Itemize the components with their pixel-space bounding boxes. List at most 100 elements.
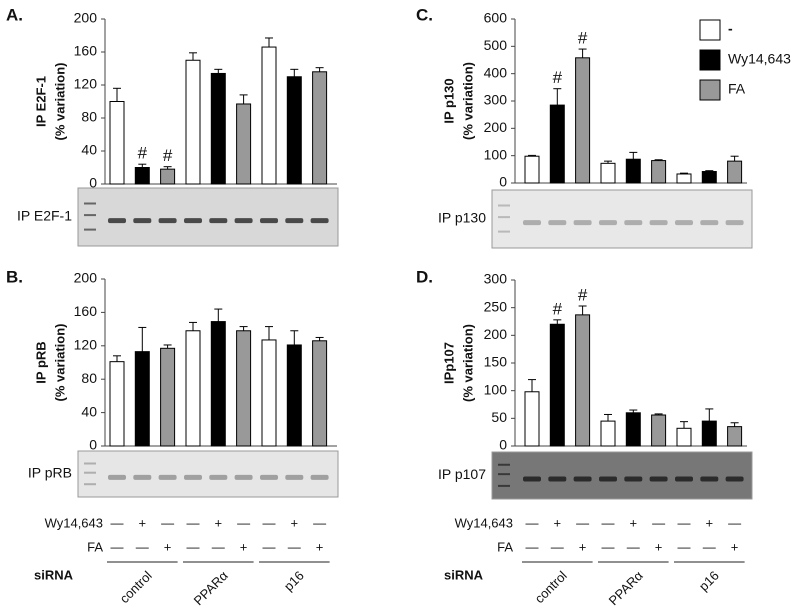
bar (549, 323, 565, 447)
gel-label: IP p107 (438, 466, 486, 482)
treatment-sign: — (313, 515, 326, 530)
error-bar (265, 326, 273, 340)
treatment-sign: + (554, 515, 562, 530)
error-bar (629, 409, 638, 413)
y-tick-label: 160 (74, 43, 98, 59)
bar (651, 160, 667, 184)
gel-label: IP pRB (28, 465, 72, 481)
y-tick-label: 120 (74, 76, 98, 92)
y-axis-label: IP E2F-1 (33, 76, 48, 127)
bar (727, 426, 743, 447)
treatment-sign: — (187, 539, 200, 554)
bar (625, 412, 641, 447)
panel-label: A. (6, 5, 23, 24)
bar (676, 427, 692, 447)
error-bar (239, 94, 248, 104)
annotation: # (578, 29, 588, 48)
group-label: PPARα (191, 568, 232, 609)
treatment-sign: + (291, 515, 299, 530)
treatment-sign: + (655, 539, 663, 554)
gel-band (260, 474, 278, 480)
treatment-sign: — (627, 539, 640, 554)
gel-image (491, 189, 753, 249)
bar (261, 339, 277, 447)
treatment-sign: + (316, 539, 324, 554)
error-bar (138, 163, 147, 168)
error-bar (189, 52, 197, 61)
gel-ladder (84, 214, 96, 217)
y-tick-label: 200 (484, 119, 508, 135)
treatment-sign: — (212, 539, 225, 554)
treatment-sign: + (579, 539, 587, 554)
gel-ladder (498, 463, 510, 466)
gel-label: IP E2F-1 (17, 208, 72, 224)
y-tick-label: 400 (484, 64, 508, 80)
error-bar (553, 319, 562, 325)
annotation: # (553, 299, 563, 318)
gel-band (310, 218, 329, 224)
treatment-sign: — (111, 539, 124, 554)
bar (312, 340, 328, 447)
gel-band (624, 220, 643, 226)
treatment-sign: — (576, 515, 589, 530)
panel-label: B. (6, 267, 23, 286)
treatment-sign: — (263, 539, 276, 554)
gel-image (77, 187, 339, 247)
y-tick-label: 500 (484, 37, 508, 53)
y-tick-label: 250 (484, 298, 508, 314)
y-tick-label: 300 (484, 271, 508, 287)
legend-label: - (728, 21, 733, 37)
treatment-sign: + (240, 539, 248, 554)
bar (236, 103, 252, 185)
sirna-label: siRNA (444, 567, 484, 582)
error-bar (604, 160, 612, 164)
treatment-sign: — (602, 515, 615, 530)
y-axis-label: IPp107 (441, 342, 456, 384)
panel-label: D. (416, 267, 433, 286)
treatment-sign: + (731, 539, 739, 554)
treatment-sign: — (187, 515, 200, 530)
gel-ladder (84, 202, 96, 205)
treatment-sign: — (526, 515, 539, 530)
gel-band (675, 220, 693, 226)
error-bar (705, 170, 714, 172)
gel-band (700, 220, 719, 226)
error-bar (680, 421, 688, 429)
error-bar (315, 67, 324, 72)
y-axis-label: (% variation) (52, 323, 67, 401)
y-tick-label: 0 (499, 437, 507, 453)
error-bar (578, 48, 587, 58)
y-tick-label: 0 (89, 175, 97, 191)
bar (549, 104, 565, 184)
gel-band (158, 218, 177, 224)
y-tick-label: 50 (491, 409, 507, 425)
y-axis-label: (% variation) (460, 324, 475, 402)
y-tick-label: 100 (484, 146, 508, 162)
treatment-sign: — (288, 539, 301, 554)
treatment-sign: — (111, 515, 124, 530)
y-tick-label: 200 (74, 270, 98, 286)
group-label: control (117, 568, 155, 606)
gel-label: IP p130 (438, 210, 486, 226)
bar (575, 57, 591, 184)
error-bar (654, 413, 663, 416)
bar (625, 158, 641, 184)
error-bar (654, 159, 663, 161)
gel-band (649, 220, 668, 226)
y-tick-label: 100 (484, 381, 508, 397)
error-bar (214, 308, 223, 322)
error-bar (290, 68, 299, 77)
treatment-sign: + (215, 515, 223, 530)
gel-band (548, 220, 567, 226)
gel-ladder (498, 216, 510, 219)
gel-band (573, 220, 592, 226)
error-bar (528, 154, 536, 157)
y-tick-label: 600 (484, 10, 508, 26)
legend-swatch (699, 79, 721, 101)
annotation: # (553, 68, 563, 87)
row-label: FA (87, 539, 103, 554)
treatment-sign: + (139, 515, 147, 530)
y-axis-label: (% variation) (460, 62, 475, 140)
gel-ladder (498, 230, 510, 233)
error-bar (163, 344, 172, 349)
